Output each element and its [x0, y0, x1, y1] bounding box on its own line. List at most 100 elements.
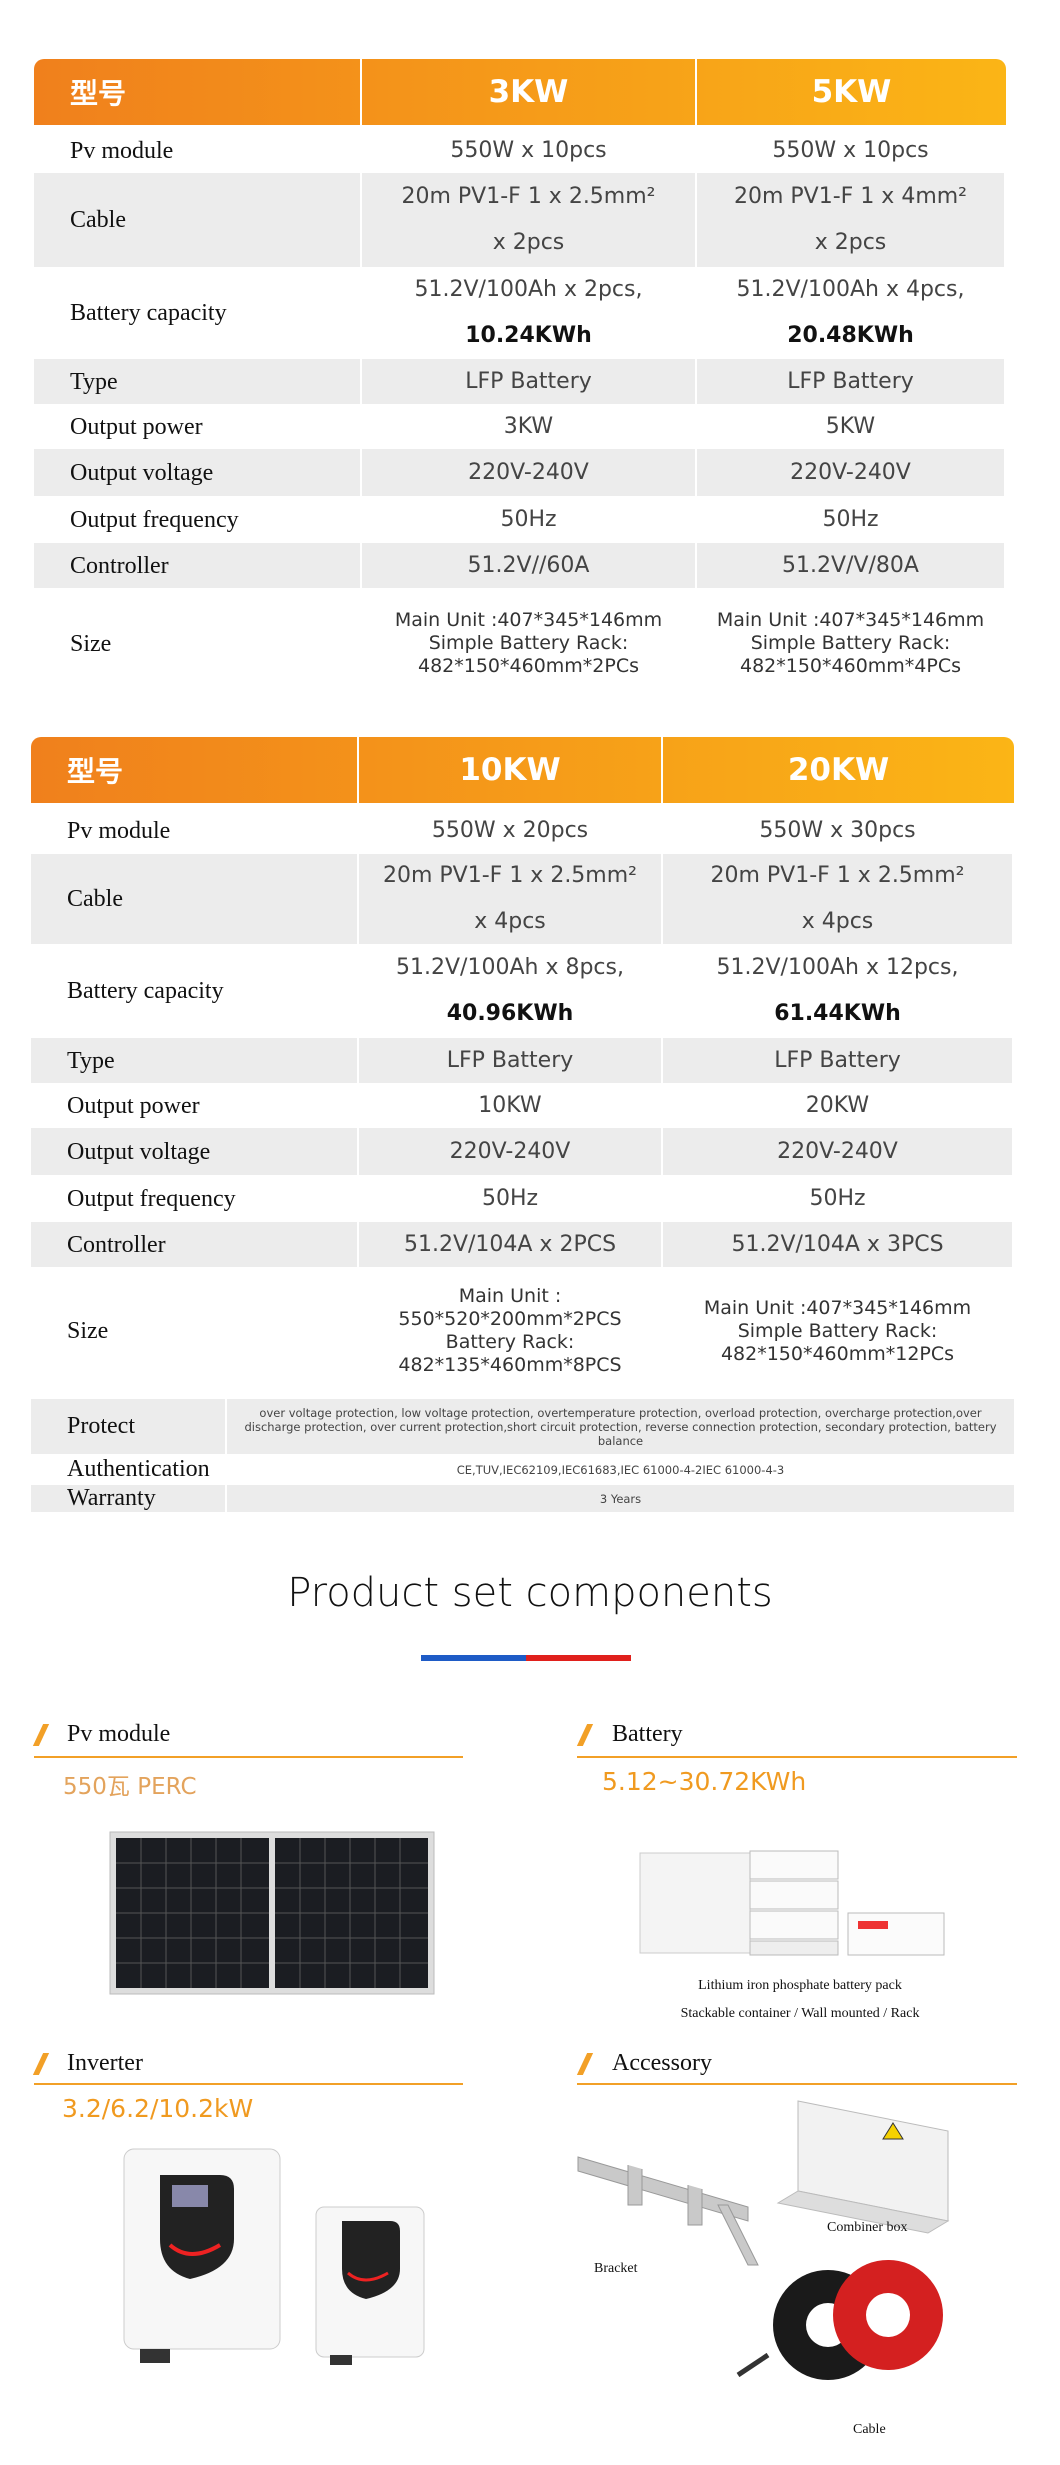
row-label: Warranty	[31, 1485, 227, 1512]
table-cell: 220V-240V	[697, 449, 1006, 496]
cell-line: 482*150*460mm*4PCs	[739, 655, 962, 677]
cell-line: 51.2V/100Ah x 4pcs,	[736, 277, 965, 302]
row-label: Pv module	[31, 807, 359, 854]
table-cell: 20KW	[663, 1083, 1014, 1128]
section-title: Product set components	[287, 1570, 773, 1616]
cell-line: 51.2V/100Ah x 12pcs,	[716, 955, 959, 980]
battery-base	[749, 1940, 839, 1956]
table-cell: CE,TUV,IEC62109,IEC61683,IEC 61000-4-2IE…	[456, 1462, 785, 1477]
component-subtitle: 550瓦 PERC	[63, 1774, 197, 1800]
component-subtitle: 5.12~30.72KWh	[602, 1767, 807, 1796]
cell-line: 51.2V/100Ah x 2pcs,	[414, 277, 643, 302]
cell-line: 482*150*460mm*2PCs	[417, 655, 640, 677]
header-cell: 10KW	[359, 737, 663, 803]
table-cell: 51.2V//60A	[362, 543, 697, 588]
table-cell: 51.2V/V/80A	[697, 543, 1006, 588]
cell-line: Simple Battery Rack:	[750, 632, 951, 654]
cell-line: Battery Rack:	[445, 1331, 575, 1353]
image-caption: Stackable container / Wall mounted / Rac…	[680, 2006, 920, 2021]
heading-mark	[32, 1724, 50, 1746]
table-cell: 51.2V/104A x 3PCS	[663, 1222, 1014, 1267]
table-cell: 3KW	[362, 404, 697, 449]
image-caption: Bracket	[594, 2261, 638, 2276]
row-label: Output frequency	[34, 496, 362, 543]
heading-mark	[576, 2053, 594, 2075]
table-cell: 550W x 20pcs	[359, 807, 663, 854]
row-label: Cable	[31, 854, 359, 944]
table-cell: LFP Battery	[359, 1038, 663, 1083]
heading-underline	[577, 1756, 1017, 1758]
row-label: Controller	[31, 1222, 359, 1267]
header-cell: 3KW	[362, 59, 697, 125]
inverter-accent	[347, 2271, 389, 2282]
bracket	[577, 2156, 759, 2266]
table-cell: 550W x 30pcs	[663, 807, 1014, 854]
combiner-box	[776, 2100, 950, 2234]
table-cell: 220V-240V	[362, 449, 697, 496]
table-cell: 51.2V/100Ah x 12pcs, 61.44KWh	[663, 944, 1014, 1038]
heading-mark	[32, 2053, 50, 2075]
table-cell: Main Unit :407*345*146mm Simple Battery R…	[362, 588, 697, 699]
cell-line: 20m PV1-F 1 x 2.5mm²	[383, 863, 637, 888]
image-caption: Cable	[853, 2422, 886, 2437]
table-cell: 10KW	[359, 1083, 663, 1128]
table-cell: LFP Battery	[362, 359, 697, 404]
cell-line: x 2pcs	[492, 230, 565, 255]
inverter-image	[123, 2148, 425, 2365]
component-heading: Pv module	[67, 1721, 171, 1747]
heading-underline	[34, 2083, 463, 2085]
table-cell: 51.2V/104A x 2PCS	[359, 1222, 663, 1267]
table-cell: Main Unit :407*345*146mm Simple Battery R…	[663, 1267, 1014, 1395]
table-cell: 550W x 10pcs	[697, 129, 1006, 173]
row-label: Battery capacity	[31, 944, 359, 1038]
cell-line: 20m PV1-F 1 x 2.5mm²	[710, 863, 965, 888]
table-cell: Main Unit :407*345*146mm Simple Battery R…	[697, 588, 1006, 699]
row-label: Cable	[34, 173, 362, 267]
row-label: Pv module	[34, 129, 362, 173]
battery-label	[858, 1921, 888, 1929]
component-heading: Accessory	[612, 2050, 712, 2076]
inverter-ports	[140, 2349, 170, 2363]
table-header: 型号 3KW 5KW	[34, 59, 1006, 125]
table-cell: 51.2V/100Ah x 8pcs, 40.96KWh	[359, 944, 663, 1038]
table-cell: 50Hz	[697, 496, 1006, 543]
table-cell: 51.2V/100Ah x 2pcs, 10.24KWh	[362, 267, 697, 359]
inverter-display	[172, 2185, 208, 2207]
table-cell: 50Hz	[362, 496, 697, 543]
row-label: Type	[34, 359, 362, 404]
row-label: Protect	[31, 1399, 227, 1454]
table-cell: 20m PV1-F 1 x 2.5mm² x 2pcs	[362, 173, 697, 267]
row-label: Size	[31, 1267, 359, 1395]
table-cell: LFP Battery	[663, 1038, 1014, 1083]
cell-line: 482*150*460mm*12PCs	[720, 1342, 955, 1365]
image-caption: Combiner box	[827, 2220, 908, 2235]
table-cell: over voltage protection, low voltage pro…	[227, 1399, 1014, 1454]
image-caption: Lithium iron phosphate battery pack	[698, 1978, 902, 1993]
inverter-panel	[342, 2221, 400, 2299]
battery-module	[749, 1880, 839, 1910]
component-heading: Battery	[612, 1721, 683, 1747]
battery-rack-unit	[847, 1912, 945, 1956]
cell-total: 40.96KWh	[446, 1001, 574, 1026]
table-cell: 220V-240V	[359, 1128, 663, 1175]
cell-line: Main Unit :407*345*146mm	[716, 609, 985, 631]
cell-line: 51.2V/100Ah x 8pcs,	[396, 955, 624, 980]
cell-total: 61.44KWh	[774, 1001, 901, 1026]
heading-mark	[576, 1724, 594, 1746]
panel-grid	[116, 1838, 428, 1988]
cell-line: x 2pcs	[814, 230, 887, 255]
divider-blue	[421, 1655, 526, 1661]
row-label: Size	[34, 588, 362, 699]
table-cell: 20m PV1-F 1 x 4mm² x 2pcs	[697, 173, 1006, 267]
component-heading: Inverter	[67, 2050, 143, 2076]
header-cell: 20KW	[787, 752, 890, 788]
cell-line: Main Unit :	[458, 1285, 562, 1307]
table-cell: 50Hz	[663, 1175, 1014, 1222]
cable-coils	[736, 2260, 943, 2380]
table-cell: 50Hz	[359, 1175, 663, 1222]
inverter-ports	[330, 2355, 352, 2365]
battery-image	[639, 1850, 945, 1956]
row-label: Output voltage	[31, 1128, 359, 1175]
cell-line: Simple Battery Rack:	[428, 632, 629, 654]
